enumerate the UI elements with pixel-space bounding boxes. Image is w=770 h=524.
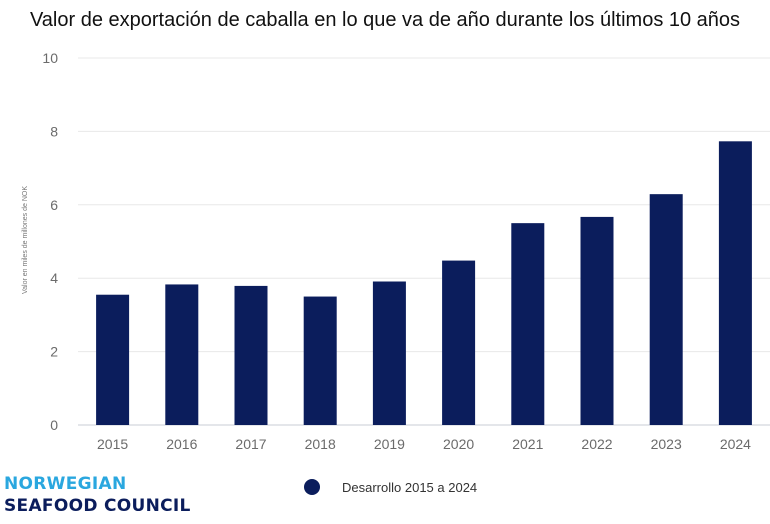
- y-tick-label: 6: [50, 197, 58, 213]
- y-tick-label: 2: [50, 344, 58, 360]
- logo-line-2: SEAFOOD COUNCIL: [4, 496, 191, 516]
- logo-line-1: NORWEGIAN: [4, 474, 127, 494]
- legend-label: Desarrollo 2015 a 2024: [342, 479, 478, 495]
- bar-2020: [442, 260, 476, 425]
- chart-title: Valor de exportación de caballa en lo qu…: [29, 9, 741, 31]
- y-axis-label: Valor en miles de millones de NOK: [22, 186, 29, 294]
- bar-2015: [96, 294, 130, 425]
- x-tick-label: 2023: [651, 436, 682, 452]
- bar-chart: 0 2 4 6 8 10 2015 2016 2017 2018 2019 2020 2021 2022…: [22, 50, 770, 452]
- bar-2023: [649, 194, 683, 425]
- x-tick-label: 2015: [97, 436, 128, 452]
- x-tick-label: 2016: [166, 436, 197, 452]
- bar-2024: [718, 141, 752, 425]
- x-tick-label: 2024: [720, 436, 751, 452]
- x-tick-label: 2020: [443, 436, 474, 452]
- bar-2021: [511, 223, 545, 425]
- x-tick-label: 2022: [581, 436, 612, 452]
- bars: [96, 141, 752, 425]
- x-tick-label: 2018: [305, 436, 336, 452]
- bar-2016: [165, 284, 199, 425]
- bar-2017: [234, 285, 268, 425]
- y-tick-label: 10: [42, 50, 58, 66]
- bar-2022: [580, 216, 614, 425]
- y-tick-label: 4: [50, 270, 58, 286]
- y-tick-label: 0: [50, 417, 58, 433]
- x-tick-label: 2021: [512, 436, 543, 452]
- x-tick-label: 2017: [235, 436, 266, 452]
- bar-2018: [303, 296, 337, 425]
- legend-swatch: [304, 479, 320, 495]
- bar-2019: [372, 281, 406, 425]
- y-axis-ticks: 0 2 4 6 8 10: [42, 50, 58, 433]
- x-axis-ticks: 2015 2016 2017 2018 2019 2020 2021 2022 2023 2024: [97, 436, 751, 452]
- x-tick-label: 2019: [374, 436, 405, 452]
- legend: Desarrollo 2015 a 2024: [304, 479, 477, 495]
- y-tick-label: 8: [50, 123, 58, 139]
- norwegian-seafood-council-logo: NORWEGIAN SEAFOOD COUNCIL: [4, 473, 191, 517]
